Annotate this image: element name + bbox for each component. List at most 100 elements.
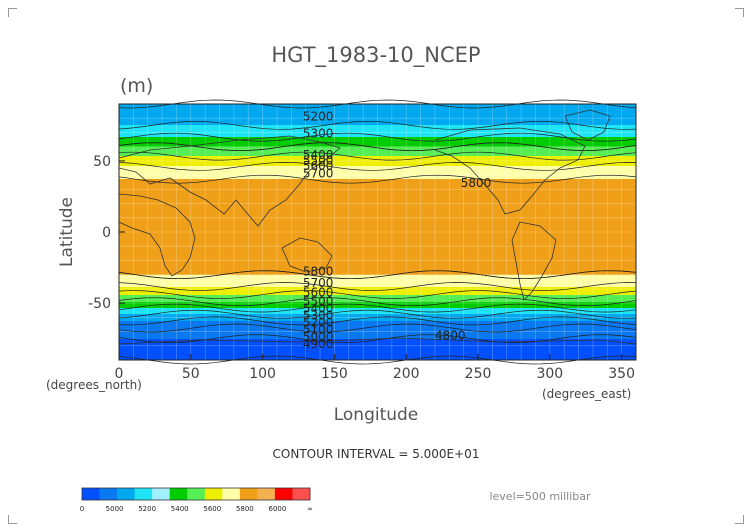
band-strip bbox=[119, 277, 636, 279]
band-strip bbox=[119, 333, 636, 335]
band-strip bbox=[119, 353, 636, 355]
band-strip bbox=[119, 146, 636, 148]
contour-label: 5200 bbox=[303, 109, 334, 123]
band-strip bbox=[119, 209, 636, 211]
band-strip bbox=[119, 324, 636, 326]
band-strip bbox=[119, 115, 636, 117]
colorbar-swatch bbox=[134, 488, 153, 500]
band-strip bbox=[119, 186, 636, 188]
contour-label: 4800 bbox=[435, 328, 466, 342]
y-axis-title: Latitude bbox=[57, 197, 77, 267]
band-strip bbox=[119, 164, 636, 166]
band-strip bbox=[119, 198, 636, 200]
band-strip bbox=[119, 249, 636, 251]
contour-line bbox=[118, 99, 637, 109]
band-strip bbox=[119, 355, 636, 357]
band-strip bbox=[119, 248, 636, 250]
band-strip bbox=[119, 320, 636, 322]
band-strip bbox=[119, 137, 636, 139]
band-strip bbox=[119, 134, 636, 136]
band-strip bbox=[119, 185, 636, 187]
band-strip bbox=[119, 204, 636, 206]
band-strip bbox=[119, 108, 636, 110]
contour-label: 5600 bbox=[303, 286, 334, 300]
band-strip bbox=[119, 318, 636, 320]
band-strip bbox=[119, 341, 636, 343]
band-strip bbox=[119, 284, 636, 286]
band-strip bbox=[119, 309, 636, 311]
band-strip bbox=[119, 278, 636, 280]
colorbar-swatch bbox=[152, 488, 171, 500]
level-note: level=500 millibar bbox=[489, 490, 591, 503]
band-strip bbox=[119, 157, 636, 159]
band-strip bbox=[119, 177, 636, 179]
band-strip bbox=[119, 193, 636, 195]
contour-line bbox=[118, 282, 637, 291]
band-strip bbox=[119, 149, 636, 151]
band-strip bbox=[119, 144, 636, 146]
band-strip bbox=[119, 234, 636, 236]
band-strip bbox=[119, 230, 636, 232]
colorbar-swatch bbox=[169, 488, 188, 500]
x-axis-ticks: 0 50 100 150 200 250 300 350 bbox=[115, 354, 635, 382]
band-strip bbox=[119, 156, 636, 158]
south-america-outline bbox=[511, 221, 557, 301]
band-strip bbox=[119, 162, 636, 164]
band-strip bbox=[119, 264, 636, 266]
contour-line bbox=[118, 309, 637, 319]
band-strip bbox=[119, 109, 636, 111]
band-strip bbox=[119, 344, 636, 346]
contour-label: 5500 bbox=[303, 294, 334, 308]
band-strip bbox=[119, 301, 636, 303]
contour-label: 5700 bbox=[303, 166, 334, 180]
colorbar-label: 5200 bbox=[138, 505, 156, 513]
band-strip bbox=[119, 313, 636, 315]
band-strip bbox=[119, 217, 636, 219]
band-strip bbox=[119, 240, 636, 242]
band-strip bbox=[119, 289, 636, 291]
colorbar-swatch bbox=[292, 488, 311, 500]
band-strip bbox=[119, 275, 636, 277]
band-strip bbox=[119, 345, 636, 347]
x-tick-label: 150 bbox=[321, 366, 348, 382]
band-strip bbox=[119, 216, 636, 218]
band-strip bbox=[119, 246, 636, 248]
band-strip bbox=[119, 325, 636, 327]
band-strip bbox=[119, 211, 636, 213]
band-strip bbox=[119, 167, 636, 169]
band-strip bbox=[119, 335, 636, 337]
band-strip bbox=[119, 203, 636, 205]
band-strip bbox=[119, 174, 636, 176]
band-strip bbox=[119, 261, 636, 263]
band-strip bbox=[119, 212, 636, 214]
contour-line bbox=[118, 355, 637, 365]
band-strip bbox=[119, 188, 636, 190]
band-strip bbox=[119, 112, 636, 114]
band-strip bbox=[119, 294, 636, 296]
contour-label: 5000 bbox=[303, 330, 334, 344]
band-strip bbox=[119, 129, 636, 131]
band-strip bbox=[119, 116, 636, 118]
band-strip bbox=[119, 346, 636, 348]
band-strip bbox=[119, 123, 636, 125]
contour-line bbox=[118, 142, 637, 152]
contour-line bbox=[118, 132, 637, 142]
colorbar-swatch bbox=[99, 488, 118, 500]
colorbar-label: 6000 bbox=[269, 505, 287, 513]
contour-label: 5600 bbox=[303, 159, 334, 173]
band-strip bbox=[119, 328, 636, 330]
contour-line bbox=[118, 162, 637, 171]
band-strip bbox=[119, 184, 636, 186]
band-strip bbox=[119, 224, 636, 226]
band-strip bbox=[119, 270, 636, 272]
y-unit-label: (degrees_north) bbox=[46, 378, 142, 392]
units-label: (m) bbox=[120, 75, 153, 97]
band-strip bbox=[119, 231, 636, 233]
band-strip bbox=[119, 194, 636, 196]
contour-label: 4900 bbox=[303, 337, 334, 351]
x-tick-label: 250 bbox=[465, 366, 492, 382]
colorbar-swatch bbox=[204, 488, 223, 500]
band-strip bbox=[119, 118, 636, 120]
band-strip bbox=[119, 196, 636, 198]
continent-outlines bbox=[118, 109, 637, 345]
